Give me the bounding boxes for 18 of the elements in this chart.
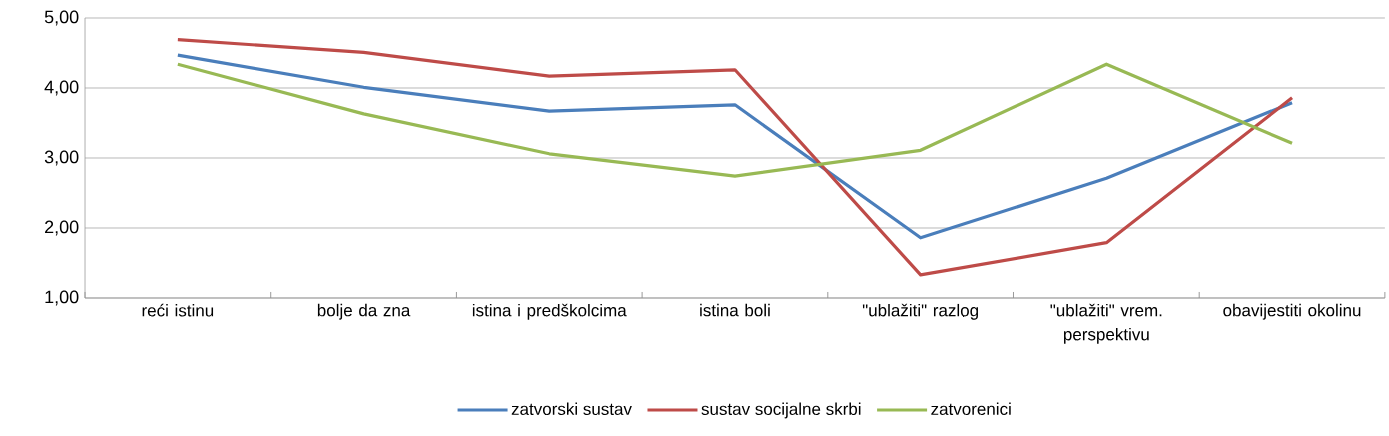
y-tick-label: 2,00 bbox=[45, 220, 79, 236]
y-tick-label: 5,00 bbox=[44, 10, 79, 26]
line-series bbox=[176, 62, 1294, 178]
x-tick-label: "ublažiti" vrem. perspektivu bbox=[1050, 303, 1162, 344]
y-tick-label: 1,00 bbox=[45, 290, 79, 306]
legend-label: zatvorski sustav bbox=[511, 402, 632, 416]
x-tick-label: istina boli bbox=[700, 303, 770, 317]
x-tick-label: "ublažiti" razlog bbox=[862, 303, 978, 320]
x-tick-label: bolje da zna bbox=[317, 303, 411, 320]
x-tick-label: istina i predškolcima bbox=[472, 303, 627, 320]
y-tick-label: 4,00 bbox=[44, 80, 79, 96]
x-tick-label: reći istinu bbox=[142, 303, 214, 317]
x-tick-label: obavijestiti okolinu bbox=[1223, 303, 1361, 320]
y-tick-label: 3,00 bbox=[44, 150, 79, 166]
legend-label: sustav socijalne skrbi bbox=[701, 402, 861, 419]
legend-label: zatvorenici bbox=[931, 402, 1011, 416]
line-series bbox=[176, 38, 1294, 277]
line-series bbox=[176, 53, 1294, 240]
